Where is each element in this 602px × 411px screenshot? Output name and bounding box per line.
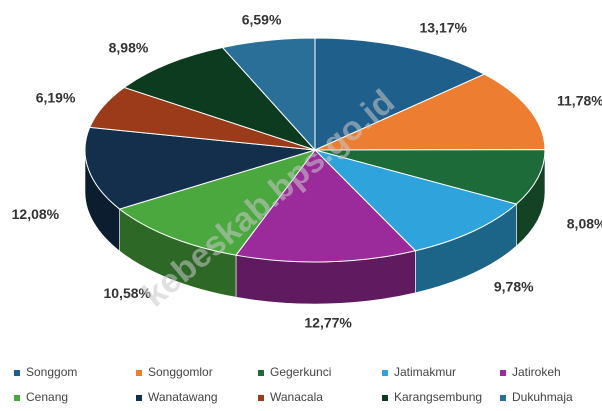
slice [235, 149, 417, 263]
slice [123, 46, 317, 152]
data-label: 9,78% [494, 279, 534, 295]
slice [314, 37, 486, 151]
legend-label: Wanatawang [148, 390, 218, 404]
slice [314, 73, 546, 151]
legend-swatch [382, 395, 388, 401]
slice [84, 126, 316, 210]
slice [314, 149, 546, 205]
slice [118, 149, 317, 256]
data-label: 10,58% [103, 285, 151, 301]
legend-swatch [258, 370, 264, 376]
legend-swatch [500, 395, 506, 401]
data-label: 8,08% [567, 215, 602, 231]
legend-label: Gegerkunci [270, 365, 331, 379]
legend-swatch [500, 370, 506, 376]
data-label: 12,08% [12, 206, 60, 222]
legend-swatch [14, 395, 20, 401]
legend-swatch [14, 370, 20, 376]
legend-swatch [382, 370, 388, 376]
data-label: 6,59% [242, 11, 282, 27]
legend-label: Songgomlor [148, 365, 213, 379]
legend-label: Songgom [26, 365, 77, 379]
data-label: 6,19% [36, 89, 76, 105]
legend-swatch [136, 395, 142, 401]
data-label: 13,17% [419, 20, 467, 36]
data-label: 12,77% [304, 315, 352, 331]
legend-label: Wanacala [270, 390, 323, 404]
legend-swatch [258, 395, 264, 401]
legend-label: Karangsembung [394, 390, 482, 404]
slice [221, 37, 316, 152]
legend-label: Cenang [26, 390, 68, 404]
data-label: 8,98% [109, 39, 149, 55]
slice [313, 149, 518, 252]
legend-swatch [136, 370, 142, 376]
legend-label: Jatimakmur [394, 365, 456, 379]
data-label: 11,78% [557, 93, 602, 109]
legend-label: Jatirokeh [512, 365, 561, 379]
legend-label: Dukuhmaja [512, 390, 573, 404]
